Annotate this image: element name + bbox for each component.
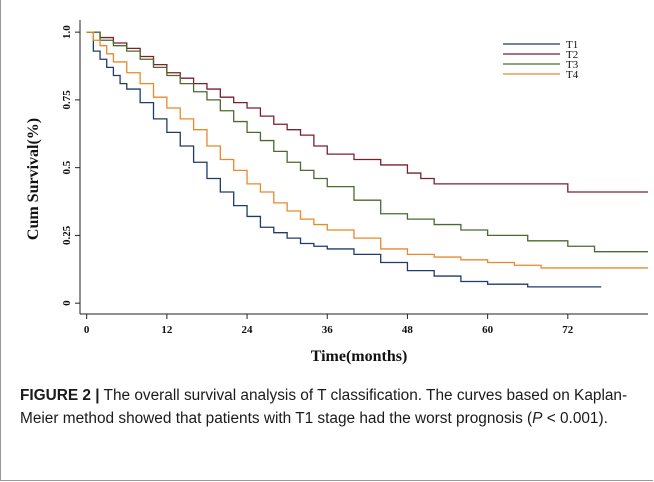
x-axis-label: Time(months): [311, 348, 408, 365]
caption-text: The overall survival analysis of T class…: [20, 387, 628, 427]
legend-label-t4: T4: [566, 69, 579, 81]
x-tick-label: 72: [562, 324, 574, 336]
series-line-t4: [86, 31, 648, 269]
y-tick-label: 1.0: [61, 25, 73, 39]
chart-series: [86, 31, 648, 288]
x-tick-label: 12: [161, 324, 173, 336]
x-tick-label: 48: [402, 324, 414, 336]
figure-caption: FIGURE 2 | The overall survival analysis…: [20, 384, 638, 430]
x-tick-label: 24: [242, 324, 254, 336]
y-tick-label: 0.75: [61, 90, 73, 110]
x-tick-label: 60: [482, 324, 494, 336]
y-axis-label: Cum Survival(%): [25, 118, 42, 240]
series-line-t2: [86, 31, 648, 193]
caption-label: FIGURE 2 |: [20, 387, 100, 404]
series-line-t1: [86, 31, 602, 288]
legend-label-t2: T2: [566, 49, 578, 61]
caption-p-symbol: P: [532, 410, 543, 427]
y-tick-label: 0.5: [61, 160, 73, 174]
chart-ticks: 0 12 24 36 48 60 72 0 0.25 0.5 0.75 1.0: [61, 25, 574, 336]
series-line-t3: [86, 31, 648, 253]
x-tick-label: 36: [322, 324, 334, 336]
caption-p-value: < 0.001).: [542, 410, 608, 427]
y-tick-label: 0: [61, 300, 73, 306]
x-tick-label: 0: [84, 324, 90, 336]
legend-label-t3: T3: [566, 59, 579, 71]
y-tick-label: 0.25: [61, 225, 73, 245]
chart-axes: [79, 20, 648, 315]
legend-label-t1: T1: [566, 39, 578, 51]
